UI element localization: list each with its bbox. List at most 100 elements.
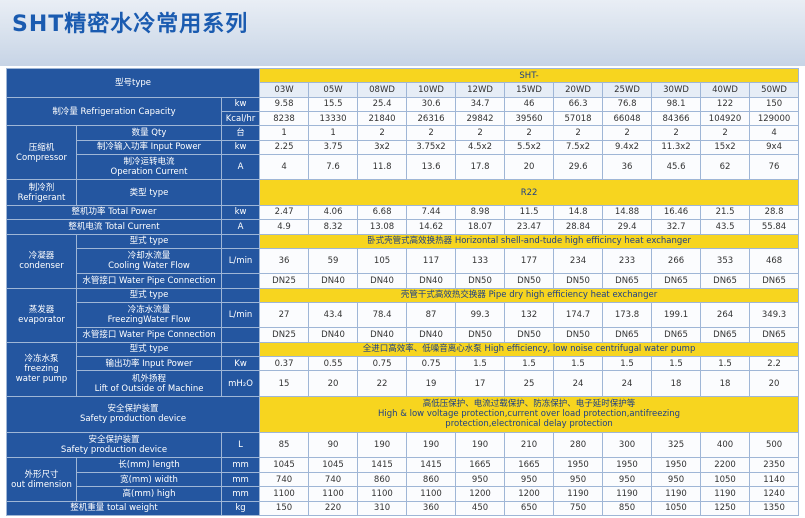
value: 353 bbox=[700, 247, 751, 275]
spanning-text: 高低压保护、电流过载保护、防冻保护、电子延时保护等 High & low vol… bbox=[259, 395, 800, 434]
unit-empty bbox=[220, 287, 261, 303]
value: 1050 bbox=[700, 471, 751, 488]
value: 0.55 bbox=[308, 355, 359, 372]
value: 4.9 bbox=[259, 219, 310, 235]
value: 1 bbox=[259, 125, 310, 141]
row-label: 宽(mm) width bbox=[76, 471, 222, 488]
value: DN40 bbox=[308, 327, 359, 343]
value: 4.06 bbox=[308, 204, 359, 221]
value: 24 bbox=[553, 370, 604, 397]
value: 950 bbox=[553, 471, 604, 488]
value: DN40 bbox=[357, 327, 408, 343]
value: 1950 bbox=[602, 457, 653, 473]
value: 0.75 bbox=[357, 355, 408, 372]
value: 15 bbox=[259, 370, 310, 397]
value: 3.75x2 bbox=[406, 139, 457, 156]
value: 1050 bbox=[651, 500, 702, 517]
value: 9x4 bbox=[749, 139, 800, 156]
value: 2 bbox=[357, 125, 408, 141]
value: 950 bbox=[455, 471, 506, 488]
value: 46 bbox=[504, 96, 555, 113]
value: 233 bbox=[602, 247, 653, 275]
value: 2.47 bbox=[259, 204, 310, 221]
value: 39560 bbox=[504, 111, 555, 127]
unit: mm bbox=[220, 486, 261, 502]
value: 21840 bbox=[357, 111, 408, 127]
value: 59 bbox=[308, 247, 359, 275]
value: 264 bbox=[700, 301, 751, 329]
row-label: 冷冻水流量 FreezingWater Flow bbox=[76, 301, 222, 329]
model-name: 30WD bbox=[651, 82, 702, 98]
value: DN50 bbox=[504, 327, 555, 343]
value: 0.75 bbox=[406, 355, 457, 372]
value: 43.4 bbox=[308, 301, 359, 329]
row-label: 型式 type bbox=[76, 287, 222, 303]
value: 8238 bbox=[259, 111, 310, 127]
model-name: 20WD bbox=[553, 82, 604, 98]
value: 1200 bbox=[455, 486, 506, 502]
value: 220 bbox=[308, 500, 359, 517]
row-label: 水管接口 Water Pipe Connection bbox=[76, 327, 222, 343]
value: 23.47 bbox=[504, 219, 555, 235]
unit: kw bbox=[220, 139, 261, 156]
value: 1415 bbox=[357, 457, 408, 473]
value: 1250 bbox=[700, 500, 751, 517]
value: 190 bbox=[357, 432, 408, 459]
value: 1240 bbox=[749, 486, 800, 502]
unit: mH₂O bbox=[220, 370, 261, 397]
unit: A bbox=[220, 154, 261, 181]
value: 66048 bbox=[602, 111, 653, 127]
value: 19 bbox=[406, 370, 457, 397]
value: 66.3 bbox=[553, 96, 604, 113]
spanning-text: 卧式壳管式高效换热器 Horizontal shell-and-tude hig… bbox=[259, 233, 800, 249]
value: 2 bbox=[504, 125, 555, 141]
model-name: 50WD bbox=[749, 82, 800, 98]
value: 234 bbox=[553, 247, 604, 275]
value: DN65 bbox=[602, 273, 653, 289]
value: 28.8 bbox=[749, 204, 800, 221]
value: 174.7 bbox=[553, 301, 604, 329]
value: 25 bbox=[504, 370, 555, 397]
value: DN50 bbox=[455, 327, 506, 343]
unit: 台 bbox=[220, 125, 261, 141]
value: 87 bbox=[406, 301, 457, 329]
value: 950 bbox=[651, 471, 702, 488]
value: DN65 bbox=[749, 273, 800, 289]
value: DN40 bbox=[406, 273, 457, 289]
value: 1950 bbox=[651, 457, 702, 473]
value: 105 bbox=[357, 247, 408, 275]
value: DN50 bbox=[455, 273, 506, 289]
value: 9.4x2 bbox=[602, 139, 653, 156]
value: 1100 bbox=[308, 486, 359, 502]
value: 210 bbox=[504, 432, 555, 459]
row-label: 型式 type bbox=[76, 233, 222, 249]
value: 8.98 bbox=[455, 204, 506, 221]
row-label: 长(mm) length bbox=[76, 457, 222, 473]
value: 1100 bbox=[357, 486, 408, 502]
unit: L/min bbox=[220, 301, 261, 329]
value: 150 bbox=[259, 500, 310, 517]
value: 860 bbox=[406, 471, 457, 488]
value: 21.5 bbox=[700, 204, 751, 221]
row-label: 类型 type bbox=[76, 179, 222, 206]
value: 2 bbox=[553, 125, 604, 141]
value: 22 bbox=[357, 370, 408, 397]
model-name: 15WD bbox=[504, 82, 555, 98]
spanning-text: 全进口高效率、低噪音离心水泵 High efficiency, low nois… bbox=[259, 341, 800, 357]
value: 55.84 bbox=[749, 219, 800, 235]
value: DN40 bbox=[406, 327, 457, 343]
value: 122 bbox=[700, 96, 751, 113]
value: 1045 bbox=[259, 457, 310, 473]
unit-empty bbox=[220, 327, 261, 343]
model-name: 12WD bbox=[455, 82, 506, 98]
row-label: 安全保护装置 Safety production device bbox=[5, 395, 261, 434]
value: 7.6 bbox=[308, 154, 359, 181]
section-label: 冷凝器 condenser bbox=[6, 233, 77, 289]
value: 3x2 bbox=[357, 139, 408, 156]
value: 85 bbox=[259, 432, 310, 459]
value: 177 bbox=[504, 247, 555, 275]
value: 1950 bbox=[553, 457, 604, 473]
section-label: 蒸发器 evaporator bbox=[6, 287, 77, 343]
value: 2.25 bbox=[259, 139, 310, 156]
